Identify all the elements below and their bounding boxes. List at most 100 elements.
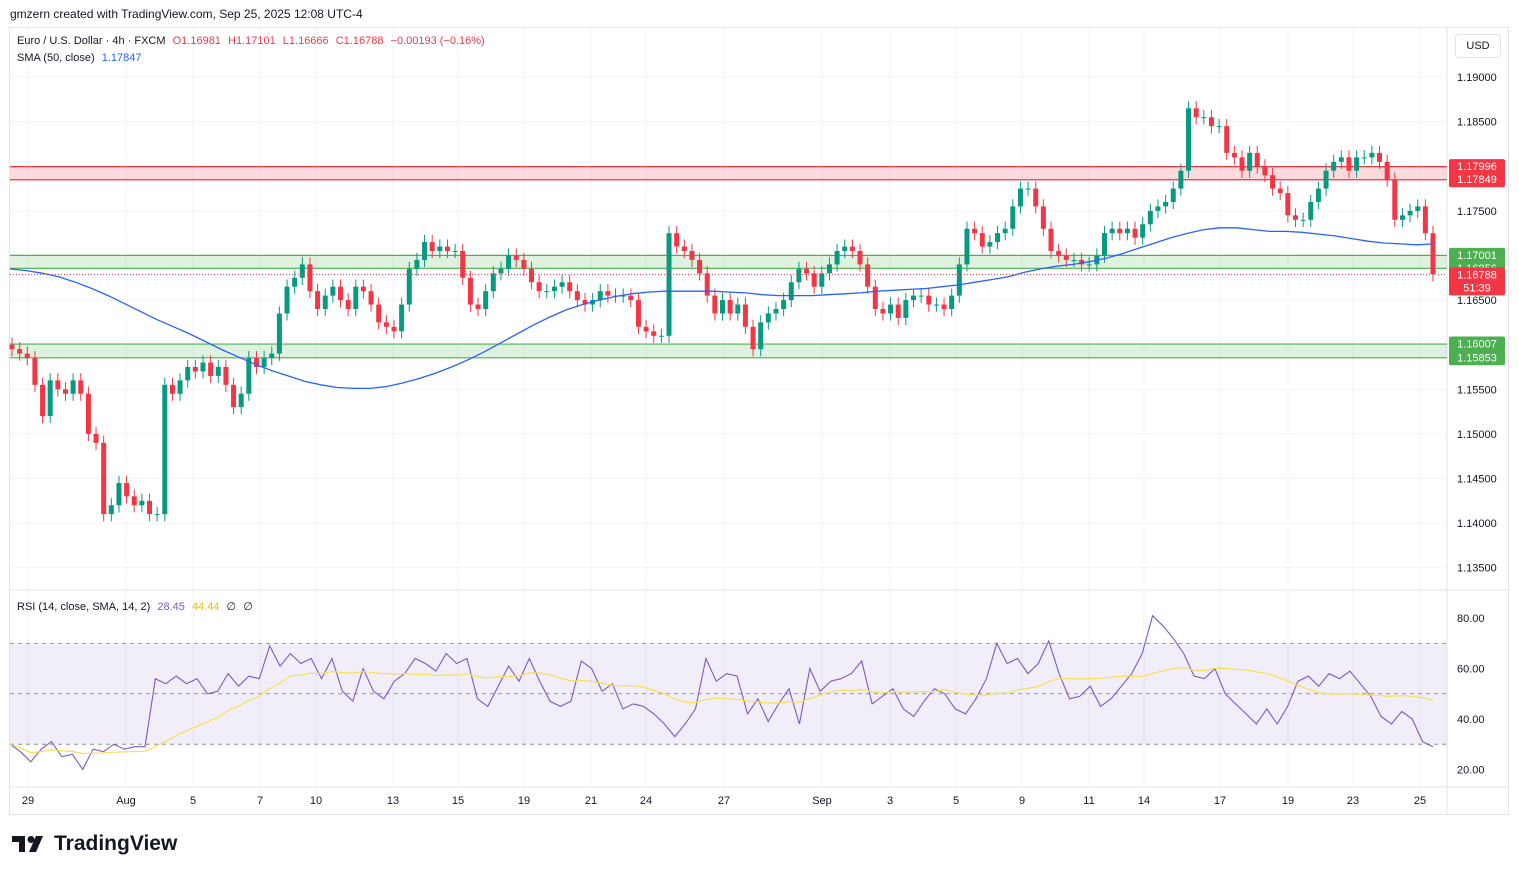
currency-button[interactable]: USD [1455, 34, 1501, 58]
candle-body [697, 259, 703, 274]
candle-body [124, 482, 130, 497]
candle-body [1300, 219, 1306, 221]
candle-body [452, 251, 458, 253]
candle-body [1430, 233, 1436, 275]
candle-body [246, 358, 252, 394]
price-legend: Euro / U.S. Dollar · 4h · FXCM O1.16981 … [17, 35, 489, 47]
candle-body [681, 246, 687, 252]
candle-body [422, 242, 428, 260]
candle-body [9, 344, 15, 350]
candle-body [689, 251, 695, 260]
rsi-tick-label: 20.00 [1457, 764, 1485, 776]
candle-body [826, 264, 832, 274]
candle-body [47, 380, 53, 417]
candle-body [208, 362, 214, 376]
candle-body [192, 366, 198, 372]
candle-body [804, 268, 810, 274]
time-tick-label: 25 [1414, 795, 1426, 807]
candle-body [399, 304, 405, 332]
candle-body [299, 264, 305, 278]
sma-value: 1.17847 [101, 52, 142, 64]
candle-body [62, 389, 68, 394]
rsi-label[interactable]: RSI (14, close, SMA, 14, 2) [17, 601, 151, 613]
candle-body [1079, 259, 1085, 265]
candle-body [490, 273, 496, 292]
candle-body [1071, 259, 1077, 261]
candle-body [1017, 188, 1023, 207]
candle-body [1331, 161, 1337, 171]
candle-body [742, 304, 748, 327]
time-tick-label: 21 [585, 795, 597, 807]
candle-body [368, 291, 374, 305]
candle-body [1170, 188, 1176, 202]
candle-body [964, 228, 970, 265]
candle-body [658, 335, 664, 337]
candle-body [1101, 233, 1107, 256]
candle-body [1216, 126, 1222, 128]
candle-body [429, 242, 435, 252]
rsi-extra-2: ∅ [243, 601, 253, 613]
candle-body [987, 242, 993, 247]
candle-body [307, 264, 313, 292]
candle-body [651, 331, 657, 336]
time-tick-label: 5 [953, 795, 959, 807]
candle-body [1010, 206, 1016, 229]
sma-label[interactable]: SMA (50, close) [17, 52, 95, 64]
candle-body [758, 322, 764, 350]
time-tick-label: 23 [1347, 795, 1359, 807]
price-label-text: 1.17996 [1457, 161, 1497, 173]
rsi-tick-label: 40.00 [1457, 714, 1485, 726]
time-tick-label: Sep [812, 795, 832, 807]
candle-body [101, 442, 107, 515]
candle-body [643, 326, 649, 332]
candle-body [1117, 228, 1123, 234]
candle-body [895, 304, 901, 318]
rsi-value: 28.45 [157, 601, 185, 613]
candle-body [406, 268, 412, 305]
candle-body [674, 233, 680, 247]
candle-body [727, 300, 733, 314]
candle-body [32, 358, 38, 385]
price-label-resistance [1449, 172, 1505, 188]
time-tick-label: 29 [22, 795, 34, 807]
time-tick-label: 5 [190, 795, 196, 807]
candle-body [582, 300, 588, 305]
candle-body [1254, 152, 1260, 167]
candle-body [40, 384, 46, 417]
open-value: O1.16981 [172, 35, 221, 47]
candle-body [1002, 228, 1008, 234]
candle-body [1033, 188, 1039, 207]
candle-body [1422, 206, 1428, 234]
candle-body [972, 228, 978, 234]
price-label-text: 1.17001 [1457, 250, 1497, 262]
price-tick-label: 1.19000 [1457, 72, 1497, 84]
rsi-sma-line [9, 667, 1434, 755]
candle-body [414, 259, 420, 269]
candle-body [376, 304, 382, 323]
candle-body [597, 291, 603, 301]
chart-credit: gmzern created with TradingView.com, Sep… [10, 7, 363, 21]
candle-body [880, 309, 886, 314]
support-zone [10, 255, 1447, 269]
candle-body [888, 304, 894, 314]
candle-body [169, 384, 175, 394]
symbol-title[interactable]: Euro / U.S. Dollar · 4h · FXCM [17, 35, 166, 47]
tradingview-logo[interactable]: TradingView [12, 832, 177, 856]
candle-body [712, 295, 718, 314]
candle-body [536, 282, 542, 292]
price-label-text: 1.16007 [1457, 339, 1497, 351]
candle-body [834, 251, 840, 265]
candle-body [276, 313, 282, 354]
candle-body [78, 380, 84, 394]
candle-body [1178, 170, 1184, 189]
price-tick-label: 1.17500 [1457, 206, 1497, 218]
candle-body [215, 366, 221, 376]
candle-body [139, 500, 145, 506]
candle-body [949, 295, 955, 309]
price-tick-label: 1.14000 [1457, 518, 1497, 530]
candle-body [253, 358, 259, 367]
candle-body [910, 295, 916, 301]
candle-body [1338, 157, 1344, 162]
candle-body [865, 264, 871, 287]
